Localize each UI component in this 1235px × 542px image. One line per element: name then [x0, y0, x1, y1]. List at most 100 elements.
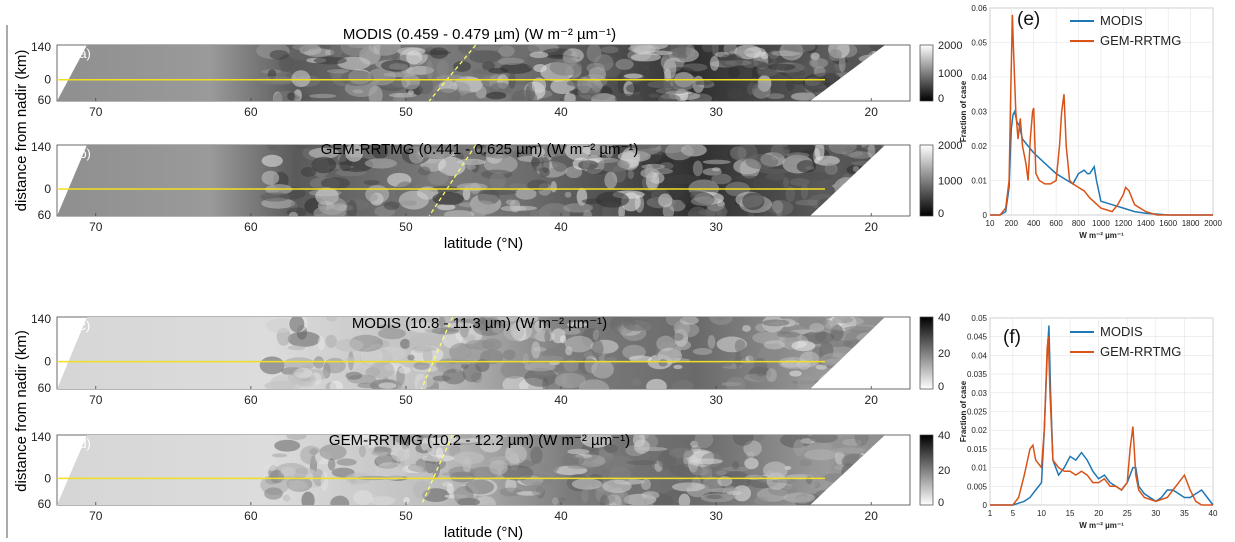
- cloud-texture: [655, 87, 689, 95]
- cloud-texture: [744, 457, 759, 470]
- cloud-texture: [407, 462, 439, 473]
- cloud-texture: [394, 435, 414, 444]
- x-tick-label: 40: [554, 393, 568, 407]
- cloud-texture: [317, 336, 325, 351]
- cloud-texture: [435, 447, 444, 459]
- cloud-texture: [490, 145, 522, 152]
- y-tick-label: 0.04: [971, 351, 987, 360]
- cloud-texture: [591, 339, 604, 358]
- cloud-texture: [415, 435, 446, 439]
- y-tick-label: 0.045: [967, 333, 988, 342]
- cloud-texture: [287, 92, 296, 101]
- cloud-texture: [735, 351, 742, 369]
- cloud-texture: [282, 494, 291, 502]
- cloud-texture: [804, 449, 838, 461]
- cloud-texture: [472, 318, 505, 336]
- cloud-texture: [309, 93, 337, 99]
- cloud-texture: [320, 471, 329, 492]
- cloud-texture: [532, 355, 565, 362]
- cloud-texture: [648, 93, 660, 99]
- cloud-texture: [330, 495, 350, 505]
- x-tick-label: 1600: [1159, 219, 1177, 228]
- cloud-texture: [567, 464, 596, 469]
- cloud-texture: [542, 464, 560, 472]
- x-tick-label: 400: [1027, 219, 1041, 228]
- panel-label: (c): [75, 318, 90, 333]
- cloud-texture: [371, 145, 389, 160]
- cloud-texture: [743, 373, 769, 382]
- cloud-texture: [319, 444, 347, 461]
- histogram-panel-e: 10 200 400 600 800 1000 1200 1400 1600 1800 2000 0 0…: [959, 4, 1222, 240]
- cloud-texture: [418, 166, 431, 176]
- colorbar-tick-label: 0: [938, 208, 944, 220]
- x-tick-label: 60: [244, 220, 258, 234]
- cloud-texture: [615, 58, 634, 70]
- cloud-texture: [604, 171, 618, 189]
- colorbar-tick-label: 0: [938, 497, 944, 509]
- colorbar-tick-label: 0: [938, 381, 944, 393]
- cloud-texture: [640, 478, 652, 491]
- colorbar: [919, 316, 934, 390]
- x-tick-label: 30: [709, 105, 723, 119]
- colorbar-tick-label: 1000: [938, 176, 962, 188]
- cloud-texture: [734, 339, 746, 353]
- cloud-texture: [672, 333, 684, 341]
- cloud-texture: [815, 364, 828, 370]
- cloud-texture: [783, 492, 816, 503]
- x-axis-label: W m⁻² µm⁻¹: [1079, 231, 1124, 240]
- cloud-texture: [623, 73, 643, 79]
- cloud-texture: [692, 348, 713, 355]
- cloud-texture: [812, 72, 838, 84]
- x-tick-label: 20: [865, 105, 879, 119]
- cloud-texture: [742, 325, 751, 332]
- cloud-texture: [432, 88, 462, 101]
- cloud-texture: [260, 192, 291, 202]
- cloud-texture: [554, 372, 586, 389]
- cloud-texture: [437, 203, 456, 211]
- x-tick-label: 5: [1011, 509, 1016, 518]
- cloud-texture: [466, 164, 476, 170]
- cloud-texture: [820, 339, 853, 348]
- cloud-texture: [643, 64, 650, 71]
- cloud-texture: [783, 45, 816, 53]
- cloud-texture: [286, 435, 307, 440]
- cloud-texture: [564, 92, 576, 101]
- cloud-texture: [398, 366, 411, 374]
- x-axis-label: latitude (°N): [444, 235, 523, 252]
- x-tick-label: 15: [1066, 509, 1075, 518]
- cloud-texture: [633, 439, 650, 454]
- cloud-texture: [663, 58, 677, 79]
- cloud-texture: [678, 493, 691, 505]
- cloud-texture: [745, 474, 763, 481]
- x-tick-label: 600: [1049, 219, 1063, 228]
- cloud-texture: [530, 446, 543, 464]
- cloud-texture: [748, 352, 756, 362]
- cloud-texture: [363, 179, 380, 186]
- colorbar-tick-label: 1000: [938, 68, 962, 80]
- cloud-texture: [564, 145, 591, 161]
- x-tick-label: 1200: [1114, 219, 1132, 228]
- cloud-texture: [571, 478, 603, 490]
- cloud-texture: [591, 360, 615, 379]
- cloud-texture: [287, 345, 306, 351]
- swath-image: [57, 145, 885, 216]
- x-tick-label: 40: [554, 105, 568, 119]
- cloud-texture: [767, 63, 796, 71]
- x-tick-label: 10: [986, 219, 995, 228]
- cloud-texture: [790, 92, 816, 101]
- cloud-texture: [443, 210, 475, 216]
- cloud-texture: [456, 182, 488, 192]
- cloud-texture: [335, 338, 364, 352]
- y-tick-label: 0.03: [971, 108, 987, 117]
- cloud-texture: [455, 435, 473, 440]
- cloud-texture: [601, 46, 619, 54]
- cloud-texture: [578, 454, 606, 468]
- cloud-texture: [508, 72, 516, 89]
- cloud-texture: [614, 93, 644, 101]
- swath-panel-d: (d) GEM-RRTMG (10.2 - 12.2 µm) (W m⁻² µm⁻…: [31, 430, 950, 541]
- cloud-texture: [271, 453, 288, 458]
- cloud-texture: [658, 359, 668, 367]
- cloud-texture: [522, 353, 529, 366]
- cloud-texture: [809, 58, 829, 69]
- cloud-texture: [668, 447, 694, 459]
